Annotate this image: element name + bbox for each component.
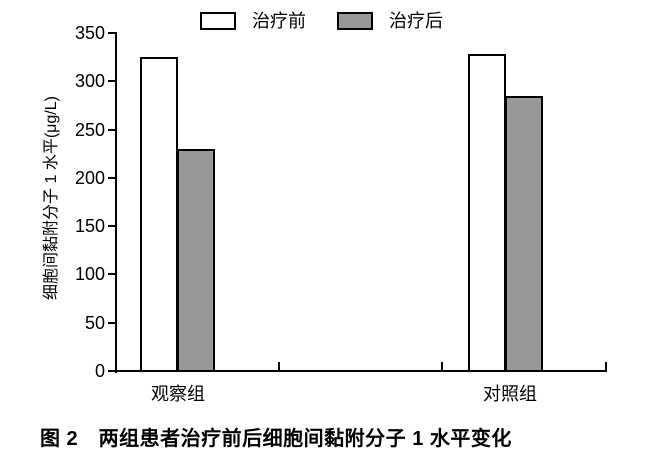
x-axis-tick [278,362,280,370]
y-axis-tick [108,177,115,179]
y-axis-tick [108,273,115,275]
chart-legend: 治疗前 治疗后 [200,11,443,31]
y-axis-tick [108,225,115,227]
bar-观察组-治疗后 [177,149,215,372]
y-axis-tick-label: 300 [74,71,105,91]
y-axis-tick [108,322,115,324]
y-axis-tick [108,80,115,82]
legend-item-post-treatment: 治疗后 [337,11,443,31]
y-axis-tick-label: 350 [74,23,105,43]
category-label-observation-group: 观察组 [151,384,205,404]
bar-对照组-治疗前 [468,54,506,372]
legend-swatch-post-treatment [337,12,373,30]
y-axis-tick-label: 250 [74,120,105,140]
y-axis-tick-label: 50 [84,313,105,333]
y-axis-line [115,32,117,373]
y-axis-tick-label: 100 [74,264,105,284]
y-axis-tick-label: 150 [74,216,105,236]
bar-观察组-治疗前 [140,57,178,372]
legend-label-post-treatment: 治疗后 [389,11,443,31]
category-label-control-group: 对照组 [483,384,537,404]
y-axis-tick-label: 0 [94,361,105,381]
bar-对照组-治疗后 [505,96,543,372]
y-axis-tick [108,129,115,131]
figure-caption: 图 2 两组患者治疗前后细胞间黏附分子 1 水平变化 [40,428,512,450]
y-axis-tick [108,370,115,372]
y-axis-tick [108,32,115,34]
x-axis-line [115,370,607,372]
x-axis-tick [441,362,443,370]
x-axis-tick [605,362,607,370]
legend-item-pre-treatment: 治疗前 [200,11,306,31]
y-axis-tick-label: 200 [74,168,105,188]
legend-swatch-pre-treatment [200,12,236,30]
legend-label-pre-treatment: 治疗前 [252,11,306,31]
